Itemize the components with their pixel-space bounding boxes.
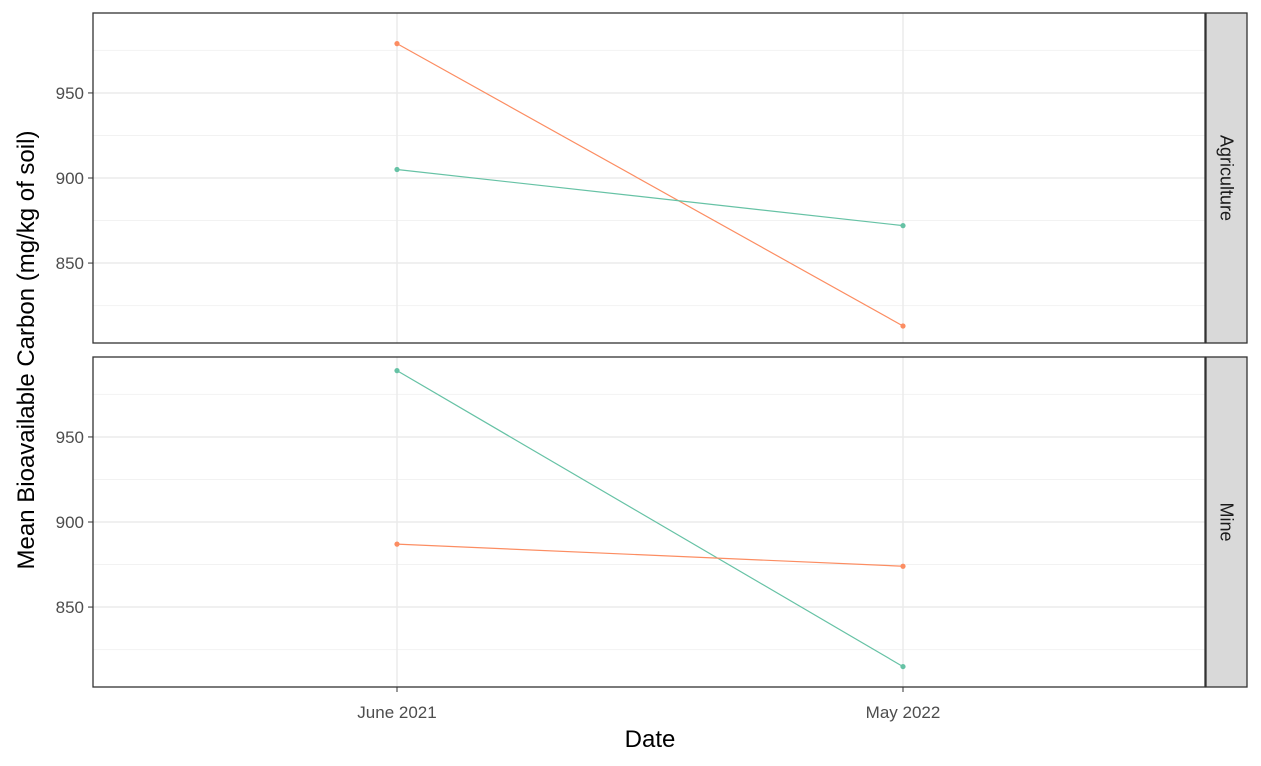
facet-panel-agriculture: 850 900 950 Agriculture [56,12,1248,344]
series-line [396,543,904,567]
data-point [394,41,400,47]
y-tick-label: 850 [56,598,84,617]
facet-strip-label: Agriculture [1217,135,1237,221]
x-axis: June 2021 May 2022 [357,687,940,722]
panel-border [92,12,1206,344]
y-tick-label: 950 [56,428,84,447]
x-tick-label: June 2021 [357,703,436,722]
series-line [396,168,904,227]
y-tick-label: 900 [56,513,84,532]
facet-strip [1205,12,1248,344]
data-point [900,663,906,670]
y-tick-label: 850 [56,254,84,273]
x-axis-title: Date [625,726,676,753]
data-point [900,323,906,329]
x-tick-label: May 2022 [866,703,941,722]
facet-panels: 850 900 950 Agriculture 850 900 950 Mine [56,12,1248,688]
data-point [900,223,906,229]
series-line [396,370,904,668]
data-point [900,563,906,569]
panel-border [92,356,1206,688]
facet-panel-mine: 850 900 950 Mine [56,356,1248,688]
data-point [394,541,400,547]
y-axis-title: Mean Bioavailable Carbon (mg/kg of soil) [13,131,40,570]
data-point [394,166,400,173]
facet-strip [1205,356,1248,688]
series-line [396,43,904,327]
y-tick-label: 900 [56,169,84,188]
y-tick-label: 950 [56,84,84,103]
facet-strip-label: Mine [1217,502,1237,541]
data-point [394,368,400,374]
